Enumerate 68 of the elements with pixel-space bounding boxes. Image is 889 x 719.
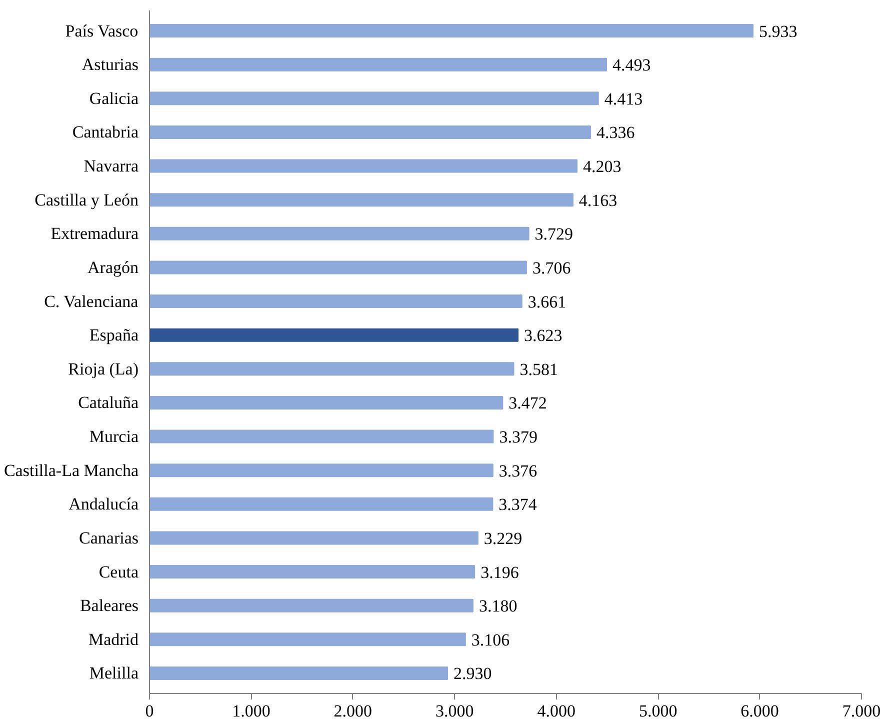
bar [150,328,519,342]
data-label: 5.933 [758,22,798,41]
data-label: 4.163 [578,190,618,210]
bar [150,430,494,444]
y-tick-label: Melilla [89,664,139,683]
x-tick-label: 1.000 [232,702,270,719]
data-label: 3.180 [478,596,518,616]
x-tick-label: 2.000 [334,702,372,719]
data-label: 3.661 [528,292,566,312]
x-tick-label: 7.000 [842,702,881,719]
x-tick-label: 3.000 [436,702,474,719]
bar [150,362,514,376]
bar [150,92,599,106]
data-label: 4.493 [612,56,651,75]
bar [150,260,527,274]
data-label: 3.581 [520,360,558,379]
data-label: 3.229 [484,528,522,548]
bar [150,632,466,646]
y-tick-label: Rioja (La) [68,359,139,378]
data-label: 3.376 [498,461,538,480]
data-label: 2.930 [454,664,492,684]
y-tick-label: Asturias [82,55,139,74]
y-tick-label: Canarias [79,528,139,548]
bar [150,666,448,680]
bar [150,58,607,72]
y-tick-label: España [89,326,139,345]
x-tick-label: 6.000 [740,702,779,719]
y-tick-label: Castilla-La Mancha [4,460,139,480]
y-tick-label: Baleares [80,596,139,616]
bar [150,464,494,478]
data-label: 4.203 [583,157,622,176]
bar [150,193,574,207]
data-label: 3.472 [508,394,547,413]
bar [150,531,478,545]
y-tick-label: Aragón [88,258,139,277]
data-label: 3.623 [524,326,562,346]
x-tick-label: 4.000 [537,702,576,719]
x-tick-label: 0 [145,702,154,719]
y-tick-label: Ceuta [98,562,139,582]
x-tick-label: 5.000 [638,702,678,719]
bar [150,294,522,308]
bar [150,598,474,612]
data-label: 4.413 [604,89,643,108]
y-tick-label: Murcia [89,427,139,446]
y-tick-label: Cataluña [78,393,139,412]
bar [150,497,494,511]
data-label: 3.196 [480,562,519,582]
data-label: 3.729 [534,224,574,244]
data-label: 4.336 [596,123,635,142]
y-tick-label: Castilla y León [34,190,139,210]
data-label: 3.706 [532,258,571,278]
data-label: 3.106 [471,630,510,650]
bar [150,396,504,410]
y-tick-label: Madrid [88,630,139,649]
data-label: 3.379 [499,428,538,447]
y-tick-label: País Vasco [65,21,138,40]
y-tick-label: Galicia [89,88,139,108]
y-tick-label: Navarra [84,156,139,176]
y-tick-label: Extremadura [50,224,139,244]
bar [150,159,578,173]
y-tick-label: Andalucía [68,494,139,514]
y-tick-label: Cantabria [72,122,139,142]
bar [150,24,754,38]
bar [150,226,530,240]
bar [150,125,592,139]
y-tick-label: C. Valenciana [44,292,139,311]
data-label: 3.374 [498,495,538,514]
bar [150,565,476,579]
